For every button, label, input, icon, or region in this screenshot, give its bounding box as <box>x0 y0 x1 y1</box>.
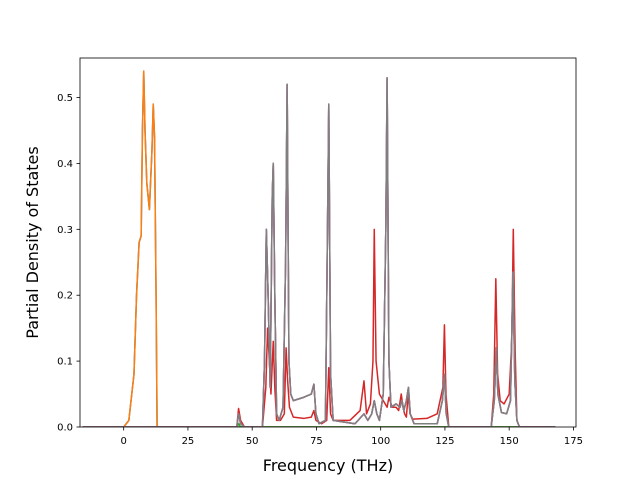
series-line-8 <box>82 77 556 427</box>
y-ticks: 0.0 0.1 0.2 0.3 0.4 0.5 <box>57 93 80 434</box>
x-tick-label: 150 <box>500 436 519 447</box>
series-line-2 <box>82 70 556 427</box>
series-line-3 <box>82 422 556 427</box>
x-tick-label: 125 <box>435 436 454 447</box>
y-tick-label: 0.5 <box>57 93 73 104</box>
y-tick-label: 0.1 <box>57 357 73 368</box>
x-axis-label: Frequency (THz) <box>263 456 393 475</box>
y-axis-label: Partial Density of States <box>23 146 42 338</box>
y-tick-label: 0.0 <box>57 423 73 434</box>
series-layer <box>82 70 556 427</box>
x-tick-label: 175 <box>564 436 583 447</box>
y-tick-label: 0.2 <box>57 291 73 302</box>
x-tick-label: 50 <box>246 436 259 447</box>
y-tick-label: 0.3 <box>57 225 73 236</box>
series-line-4 <box>82 228 556 427</box>
plot-frame <box>79 57 577 428</box>
y-tick-label: 0.4 <box>57 159 73 170</box>
x-tick-label: 75 <box>310 436 323 447</box>
x-tick-label: 25 <box>182 436 195 447</box>
x-tick-label: 100 <box>371 436 390 447</box>
x-ticks: 0 25 50 75 100 125 150 175 <box>121 427 583 447</box>
x-tick-label: 0 <box>121 436 127 447</box>
